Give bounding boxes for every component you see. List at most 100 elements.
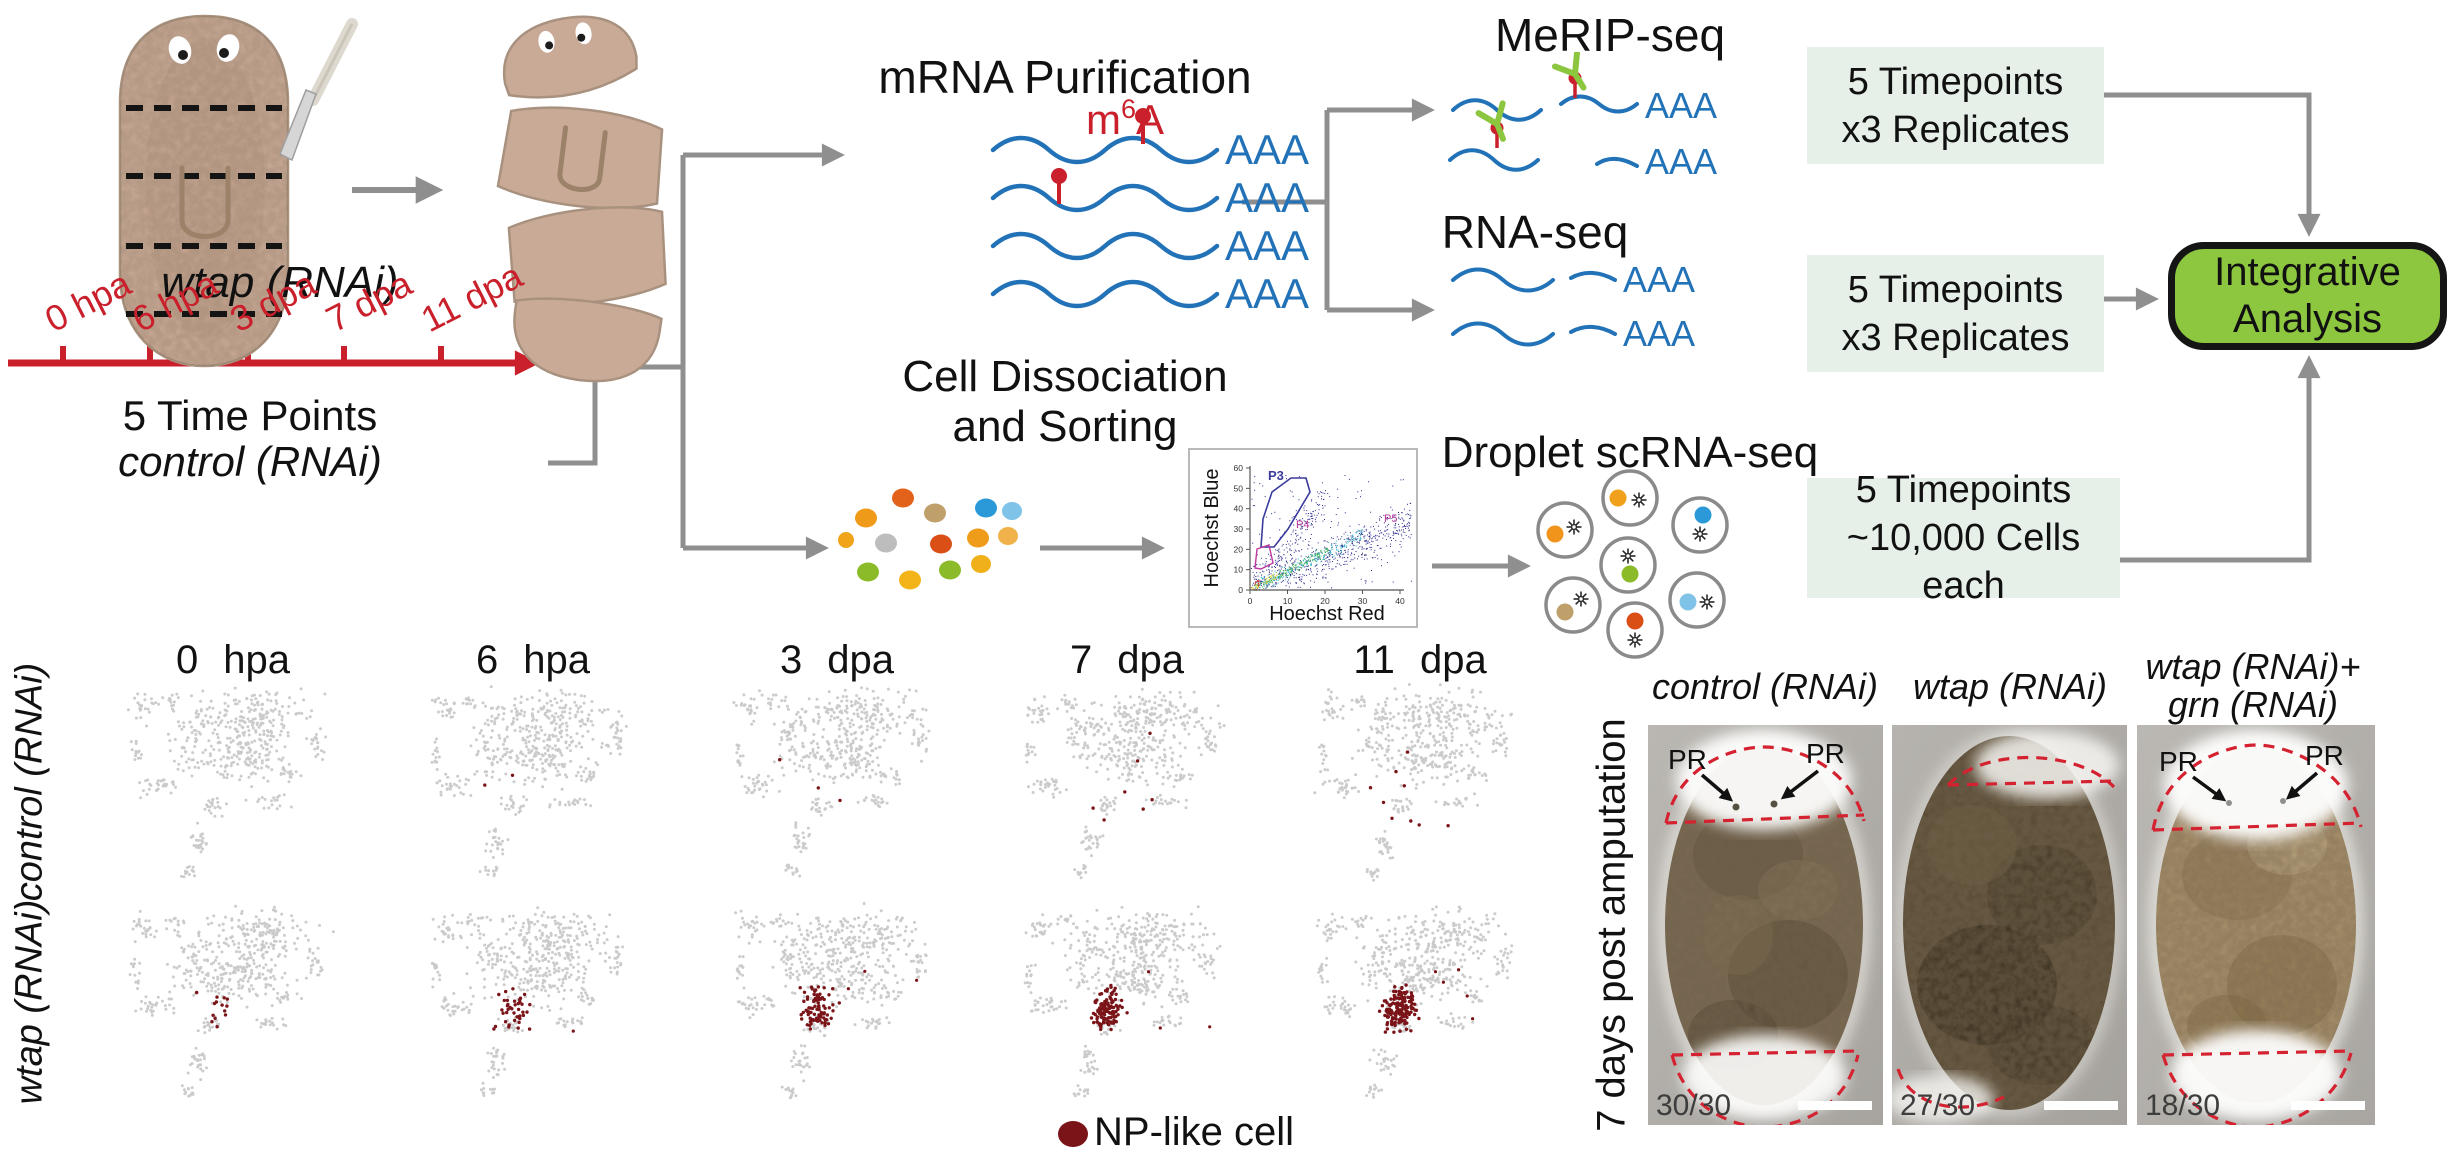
umap-row-label-control: control (RNAi) [8,662,51,902]
svg-text:10: 10 [1234,565,1244,575]
facs-gate-label-p3: P3 [1268,468,1284,483]
micro-label-wtap-grn: wtap (RNAi)+ grn (RNAi) [2145,646,2361,725]
svg-text:50: 50 [1234,483,1244,493]
umap-panel-wtap-0hpa [128,904,335,1098]
merip-seq-title: MeRIP-seq [1494,9,1726,61]
polya-tail: AAA [1225,174,1309,221]
rnaseq-box-line1: 5 Timepoints [1847,268,2064,311]
antibody-icon [1475,52,1587,142]
pharynx-outline [179,165,231,239]
scale-bar [2291,1101,2365,1110]
svg-text:0: 0 [1248,596,1253,606]
droplet-box-line2: ~10,000 Cells each [1846,517,2081,607]
polya-tail: AAA [1225,222,1309,269]
planarian-amputation-icon [118,14,667,383]
pr-arrow [2285,771,2319,800]
svg-text:20: 20 [1234,544,1244,554]
timeline-caption-control: control (RNAi) [118,438,382,485]
mrna-strands-icon: AAA AAA AAA AAA [990,108,1309,317]
droplet-icon [1668,571,1726,629]
m6a-label: m6A [1086,94,1164,143]
polya-tail: AAA [1623,259,1695,300]
droplet-icon [1536,501,1594,559]
dissociation-title: Cell Dissociation and Sorting [850,352,1280,452]
mrna-purification-title: mRNA Purification [878,51,1252,103]
polya-tail: AAA [1623,313,1695,354]
polya-tail: AAA [1225,270,1309,317]
droplet-scrnaseq-title: Droplet scRNA-seq [1441,428,1819,477]
svg-text:10: 10 [1283,596,1293,606]
rnaseq-replicates-box: 5 Timepoints x3 Replicates [1807,255,2104,372]
integrative-analysis-box: Integrative Analysis [2168,242,2447,350]
merip-box-line2: x3 Replicates [1841,108,2070,151]
pr-label: PR [2305,740,2344,771]
micro-panel-wtap-grn: PR PR 18/30 [2137,725,2375,1125]
svg-text:40: 40 [1234,504,1244,514]
umap-header-0hpa: 0 hpa [175,638,291,682]
droplet-box-line1: 5 Timepoints [1855,469,2072,511]
rna-seq-title: RNA-seq [1441,206,1629,258]
umap-panel-control-0hpa [126,686,328,879]
dissociation-line2: and Sorting [952,402,1178,451]
umap-panel-wtap-6hpa [430,906,625,1097]
droplet-icon [1599,536,1657,594]
umap-panel-control-3dpa [732,686,931,878]
umap-row-label-wtap: wtap (RNAi) [8,899,51,1105]
microscopy-ylabel: 7 days post amputation [1589,718,1634,1132]
umap-panel-wtap-3dpa [734,902,928,1100]
seq-split [1242,98,1435,322]
umap-header-11dpa: 11 dpa [1353,638,1487,682]
droplet-icon [1606,601,1664,659]
facs-ticks: 0 10 20 30 40 50 60 0 10 20 30 40 [1234,463,1405,606]
droplet-icon [1601,469,1659,527]
rnaseq-illustration: AAA AAA [1451,259,1695,354]
facs-xlabel: Hoechst Red [1269,603,1385,625]
facs-gate-p3 [1260,477,1311,548]
svg-text:0: 0 [1238,585,1243,595]
droplet-cells-box: 5 Timepoints ~10,000 Cells each [1807,469,2120,607]
droplets-icon [1536,469,1729,659]
polya-tail: AAA [1225,126,1309,173]
facs-ylabel: Hoechst Blue [1201,469,1223,588]
polya-tail: AAA [1645,141,1717,182]
svg-text:40: 40 [1395,596,1405,606]
timeline-caption: 5 Time Points [122,392,378,439]
merip-illustration: AAA AAA [1448,52,1717,182]
timeline-title: wtap (RNAi) [161,258,399,307]
micro-panel-wtap: 27/30 [1892,725,2127,1125]
np-like-cell-legend-dot [1058,1121,1088,1147]
droplet-icon [1671,496,1729,554]
regeneration-count: 27/30 [1900,1089,1975,1122]
umap-header-3dpa: 3 dpa [779,638,895,682]
pr-label: PR [1668,744,1707,775]
svg-text:30: 30 [1234,524,1244,534]
droplet-icon [1544,576,1602,634]
facs-gate-small [1254,544,1274,570]
dissociation-line1: Cell Dissociation [902,352,1228,401]
facs-gate-label-p5: P5 [1384,513,1397,525]
m6a-marks [1051,108,1151,204]
svg-text:m6A: m6A [1086,94,1164,143]
pr-arrow [1780,769,1820,800]
umap-header-6hpa: 6 hpa [475,638,591,682]
svg-text:30: 30 [1358,596,1368,606]
micro-label-wtap: wtap (RNAi) [1912,666,2108,707]
umap-panel-control-7dpa [1024,687,1226,880]
regeneration-count: 18/30 [2145,1089,2220,1122]
micro-label-control: control (RNAi) [1651,666,1879,707]
svg-text:60: 60 [1234,463,1244,473]
cell-dots [838,488,1022,590]
umap-panel-wtap-11dpa [1315,905,1514,1099]
integration-arrows [2104,92,2321,563]
polya-tail: AAA [1645,85,1717,126]
np-like-cell-legend-label: NP-like cell [1094,1110,1295,1154]
merip-box-line1: 5 Timepoints [1847,60,2064,103]
micro-panel-control: PR PR 30/30 [1648,725,1883,1125]
integrative-line2: Analysis [2233,297,2382,341]
pr-label: PR [1806,738,1845,769]
blastema-outline [2151,743,2363,1125]
blastema-outline [1664,745,1866,1125]
worm-fragments [496,15,667,383]
